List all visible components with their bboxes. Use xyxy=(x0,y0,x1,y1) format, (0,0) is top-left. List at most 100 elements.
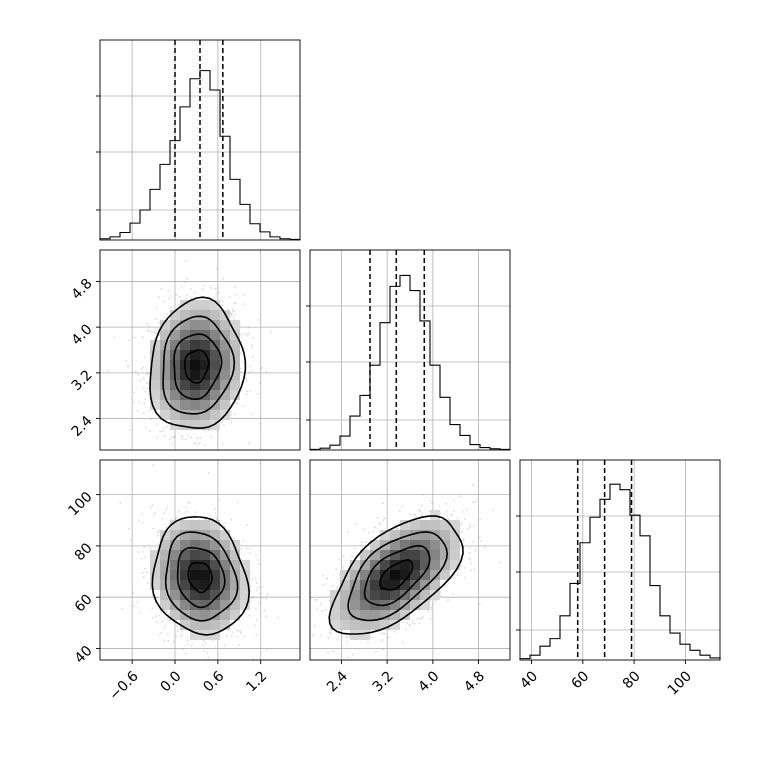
density-cell xyxy=(200,610,210,620)
density-cell xyxy=(380,580,390,590)
density-cell xyxy=(190,580,200,590)
density-cell xyxy=(350,610,360,620)
density-cell xyxy=(360,620,370,630)
density-cell xyxy=(180,330,190,340)
density-cell xyxy=(400,540,410,550)
density-cell xyxy=(200,350,210,360)
density-cell xyxy=(440,570,450,580)
density-cell xyxy=(170,580,180,590)
density-cell xyxy=(390,590,400,600)
density-cell xyxy=(180,400,190,410)
density-cell xyxy=(380,590,390,600)
density-cell xyxy=(200,300,210,310)
density-cell xyxy=(390,610,400,620)
scatter-2-frame xyxy=(309,459,511,661)
density-cell xyxy=(450,540,460,550)
density-cell xyxy=(150,370,160,380)
density-cell xyxy=(160,560,170,570)
density-cell xyxy=(220,560,230,570)
density-cell xyxy=(390,550,400,560)
density-cell xyxy=(170,340,180,350)
density-cell xyxy=(170,540,180,550)
density-cell xyxy=(200,540,210,550)
density-cell xyxy=(400,530,410,540)
density-cell xyxy=(350,580,360,590)
density-cell xyxy=(150,380,160,390)
density-cell xyxy=(160,320,170,330)
density-cell xyxy=(180,300,190,310)
density-cell xyxy=(420,590,430,600)
density-cell xyxy=(180,560,190,570)
density-cell xyxy=(190,410,200,420)
density-cell xyxy=(160,370,170,380)
density-cell xyxy=(420,520,430,530)
density-cell xyxy=(180,380,190,390)
density-cell xyxy=(190,320,200,330)
density-cell xyxy=(180,540,190,550)
density-cell xyxy=(230,340,240,350)
density-cell xyxy=(240,580,250,590)
density-cell xyxy=(230,380,240,390)
density-cell xyxy=(170,570,180,580)
scatter-0-contour-2 xyxy=(162,315,236,415)
density-cell xyxy=(190,420,200,430)
density-cell xyxy=(430,560,440,570)
density-cell xyxy=(370,620,380,630)
density-cell xyxy=(180,520,190,530)
histogram-2-frame xyxy=(519,459,721,661)
density-cell xyxy=(210,540,220,550)
density-cell xyxy=(340,600,350,610)
density-cell xyxy=(440,530,450,540)
density-cell xyxy=(220,370,230,380)
density-cell xyxy=(190,520,200,530)
density-cell xyxy=(390,600,400,610)
density-cell xyxy=(430,550,440,560)
density-cell xyxy=(200,570,210,580)
density-cell xyxy=(210,420,220,430)
density-cell xyxy=(180,340,190,350)
density-cell xyxy=(210,380,220,390)
density-cell xyxy=(410,580,420,590)
density-cell xyxy=(220,330,230,340)
density-cell xyxy=(230,360,240,370)
density-cell xyxy=(210,560,220,570)
density-cell xyxy=(330,590,340,600)
density-cell xyxy=(190,340,200,350)
scatter-1-contour-0 xyxy=(187,562,213,594)
density-cell xyxy=(200,580,210,590)
density-cell xyxy=(210,530,220,540)
density-cell xyxy=(230,600,240,610)
density-cell xyxy=(440,550,450,560)
density-cell xyxy=(410,600,420,610)
scatter-2-content xyxy=(312,483,502,659)
scatter-0-contour-3 xyxy=(149,296,247,429)
scatter-panel-1 xyxy=(99,459,301,661)
density-cell xyxy=(420,600,430,610)
density-cell xyxy=(180,320,190,330)
density-cell xyxy=(160,400,170,410)
density-cell xyxy=(370,590,380,600)
density-cell xyxy=(210,590,220,600)
density-cell xyxy=(150,360,160,370)
density-cell xyxy=(150,580,160,590)
density-cell xyxy=(200,550,210,560)
density-cell xyxy=(220,340,230,350)
density-cell xyxy=(400,550,410,560)
density-cell xyxy=(210,600,220,610)
density-cell xyxy=(150,570,160,580)
density-cell xyxy=(340,590,350,600)
density-cell xyxy=(200,340,210,350)
density-cell xyxy=(330,600,340,610)
scatter-2-contour-3 xyxy=(328,515,464,635)
density-cell xyxy=(150,550,160,560)
density-cell xyxy=(240,600,250,610)
density-cell xyxy=(190,550,200,560)
density-cell xyxy=(230,390,240,400)
density-cell xyxy=(170,320,180,330)
density-cell xyxy=(150,390,160,400)
density-cell xyxy=(200,320,210,330)
density-cell xyxy=(380,610,390,620)
density-cell xyxy=(190,570,200,580)
density-cell xyxy=(180,600,190,610)
scatter-0-contour-1 xyxy=(173,333,223,401)
